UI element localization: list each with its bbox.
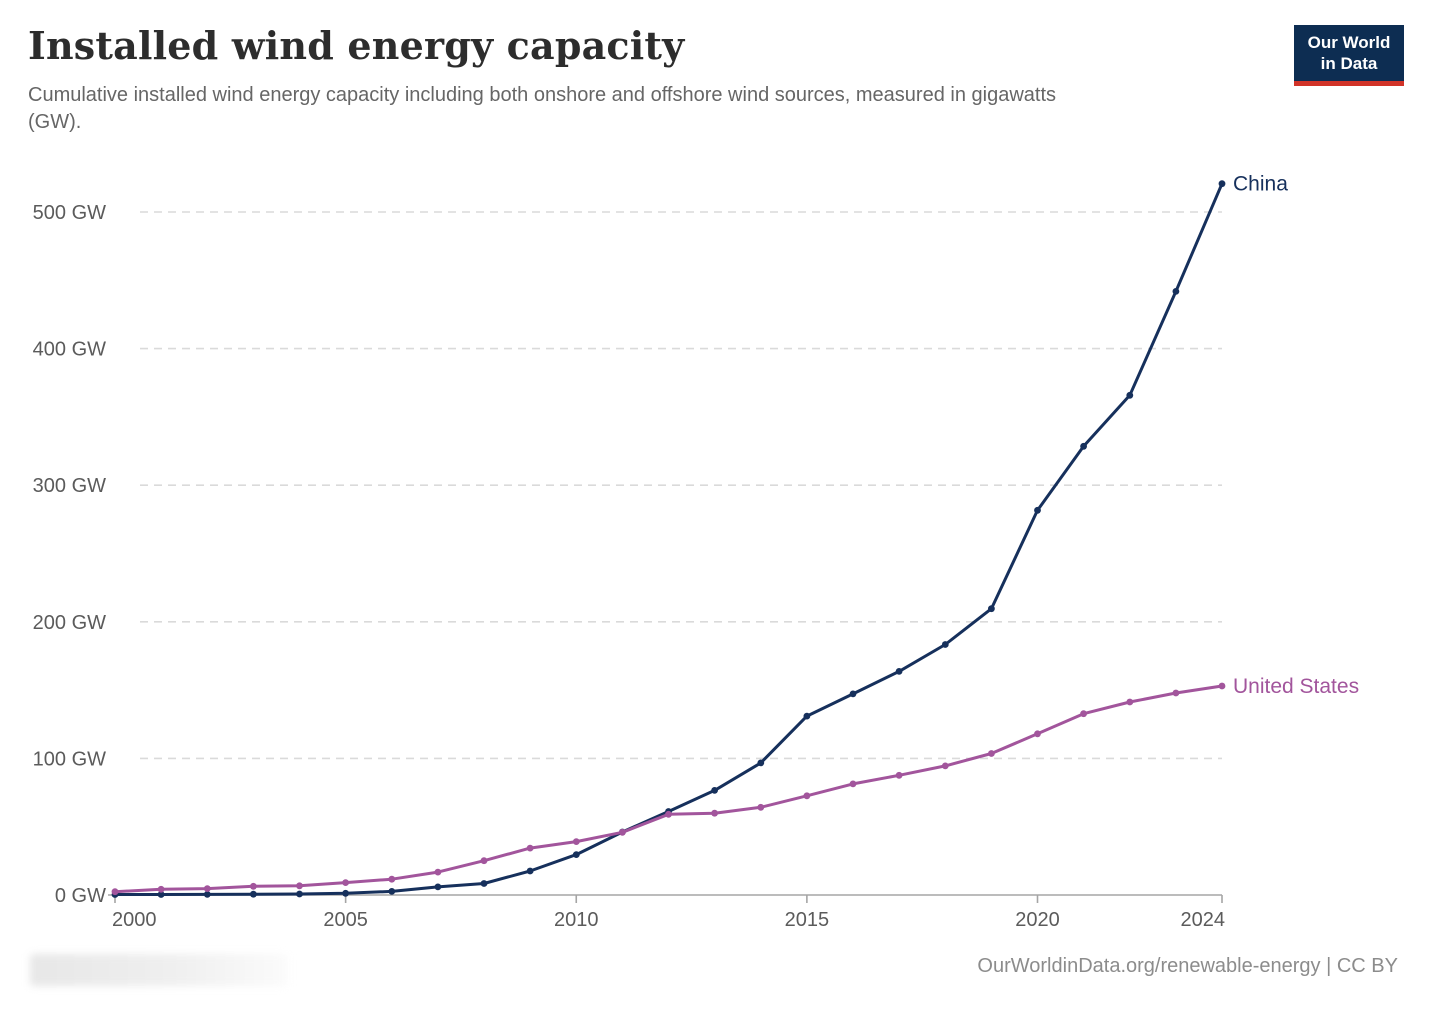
china-point-2021[interactable] [1080,442,1087,450]
y-axis-label-0: 0 GW [55,885,106,907]
united-states-point-2012[interactable] [665,810,672,818]
united-states-series-label: United States [1233,675,1359,698]
united-states-point-2000[interactable] [111,888,119,896]
united-states-point-2020[interactable] [1034,730,1041,738]
united-states-point-2004[interactable] [296,882,303,890]
source-link[interactable]: OurWorldinData.org/renewable-energy | CC… [977,955,1398,977]
china-point-2024[interactable] [1218,180,1226,188]
x-axis-label-2024: 2024 [1181,909,1226,931]
united-states-point-2009[interactable] [526,844,534,852]
united-states-point-2023[interactable] [1172,689,1180,697]
y-axis-label-400: 400 GW [33,339,106,361]
china-point-2016[interactable] [849,690,857,698]
china-point-2001[interactable] [157,891,165,898]
y-axis-label-300: 300 GW [33,475,106,497]
united-states-point-2024[interactable] [1218,682,1226,690]
china-point-2013[interactable] [711,787,718,794]
united-states-point-2002[interactable] [203,885,211,892]
x-axis-label-2010: 2010 [554,909,599,931]
owid-logo-line2: in Data [1320,54,1378,74]
china-series-label: China [1233,173,1288,196]
page-title: Installed wind energy capacity [28,23,685,68]
united-states-point-2011[interactable] [619,828,626,836]
china-point-2004[interactable] [296,890,303,898]
china-point-2019[interactable] [988,605,995,613]
china-point-2009[interactable] [526,867,534,875]
x-axis-label-2005: 2005 [323,909,368,931]
china-point-2022[interactable] [1126,391,1134,399]
chart-subtitle: Cumulative installed wind energy capacit… [28,83,1056,133]
china-point-2010[interactable] [572,851,580,858]
owid-logo[interactable]: Our World in Data [1294,25,1404,86]
blurred-watermark [30,954,288,986]
united-states-point-2010[interactable] [572,838,580,845]
y-axis-label-100: 100 GW [33,748,106,770]
united-states-point-2022[interactable] [1126,698,1134,706]
united-states-point-2021[interactable] [1080,710,1087,718]
china-point-2015[interactable] [803,712,811,720]
united-states-point-2016[interactable] [849,780,857,788]
china-point-2020[interactable] [1034,506,1041,514]
china-point-2002[interactable] [203,891,211,898]
china-point-2003[interactable] [250,890,257,898]
china-point-2005[interactable] [342,889,349,897]
united-states-point-2017[interactable] [895,771,903,779]
united-states-point-2013[interactable] [711,809,718,817]
united-states-point-2001[interactable] [157,885,165,893]
china-point-2007[interactable] [434,883,442,891]
x-axis-label-2000: 2000 [112,909,157,931]
owid-logo-line1: Our World [1307,33,1391,52]
china-point-2008[interactable] [480,880,488,887]
united-states-point-2018[interactable] [941,762,949,770]
chart-header: Installed wind energy capacity Cumulativ… [28,24,1404,136]
china-point-2006[interactable] [388,888,396,895]
united-states-point-2014[interactable] [757,803,765,811]
china-line [113,182,1224,896]
united-states-point-2006[interactable] [388,875,396,883]
united-states-point-2007[interactable] [434,868,442,876]
united-states-line [113,684,1224,894]
x-axis-label-2015: 2015 [785,909,830,931]
x-axis-label-2020: 2020 [1015,909,1060,931]
china-point-2014[interactable] [757,759,765,767]
united-states-point-2015[interactable] [803,792,811,800]
united-states-point-2008[interactable] [480,857,488,865]
united-states-point-2003[interactable] [250,882,257,890]
united-states-point-2005[interactable] [342,879,349,886]
china-point-2018[interactable] [941,641,949,648]
y-axis-label-200: 200 GW [33,612,106,634]
united-states-point-2019[interactable] [988,750,995,757]
china-point-2017[interactable] [895,668,903,675]
y-axis-label-500: 500 GW [33,202,106,224]
china-point-2023[interactable] [1172,288,1180,295]
